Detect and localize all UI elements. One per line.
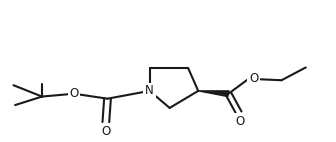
Text: O: O xyxy=(69,87,79,100)
Polygon shape xyxy=(198,91,229,97)
Text: O: O xyxy=(249,72,258,85)
Text: N: N xyxy=(145,84,154,97)
Text: O: O xyxy=(236,115,245,128)
Text: O: O xyxy=(101,125,111,138)
